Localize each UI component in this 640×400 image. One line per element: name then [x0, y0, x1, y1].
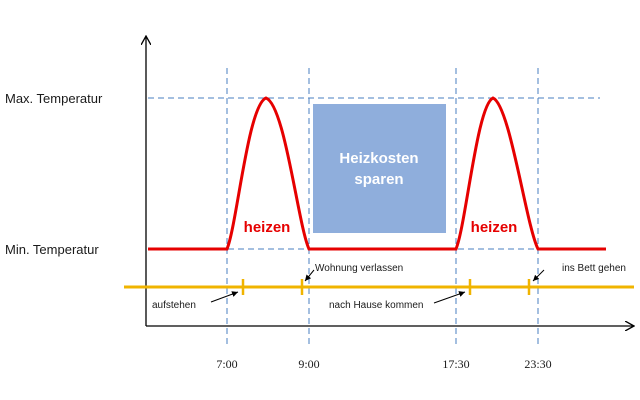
leave-arrow	[304, 269, 315, 282]
temperature-curve	[148, 96, 606, 251]
y-min-label: Min. Temperatur	[5, 242, 99, 257]
savings-label-line2: sparen	[354, 171, 403, 188]
come-home-arrow	[433, 291, 466, 304]
wake-arrow	[210, 291, 239, 303]
time-label-1730: 17:30	[442, 357, 469, 371]
time-label-2330: 23:30	[524, 357, 551, 371]
event-label-bed: ins Bett gehen	[562, 263, 626, 274]
y-max-label: Max. Temperatur	[5, 91, 103, 106]
savings-label-line1: Heizkosten	[339, 150, 418, 167]
heat-label-evening: heizen	[471, 219, 518, 236]
bed-arrow	[532, 269, 545, 282]
time-label-9: 9:00	[298, 357, 319, 371]
savings-box	[313, 104, 446, 233]
event-label-leave: Wohnung verlassen	[315, 263, 403, 274]
event-label-come-home: nach Hause kommen	[329, 300, 424, 311]
event-label-wake: aufstehen	[152, 300, 196, 311]
time-label-7: 7:00	[216, 357, 237, 371]
heat-label-morning: heizen	[244, 219, 291, 236]
